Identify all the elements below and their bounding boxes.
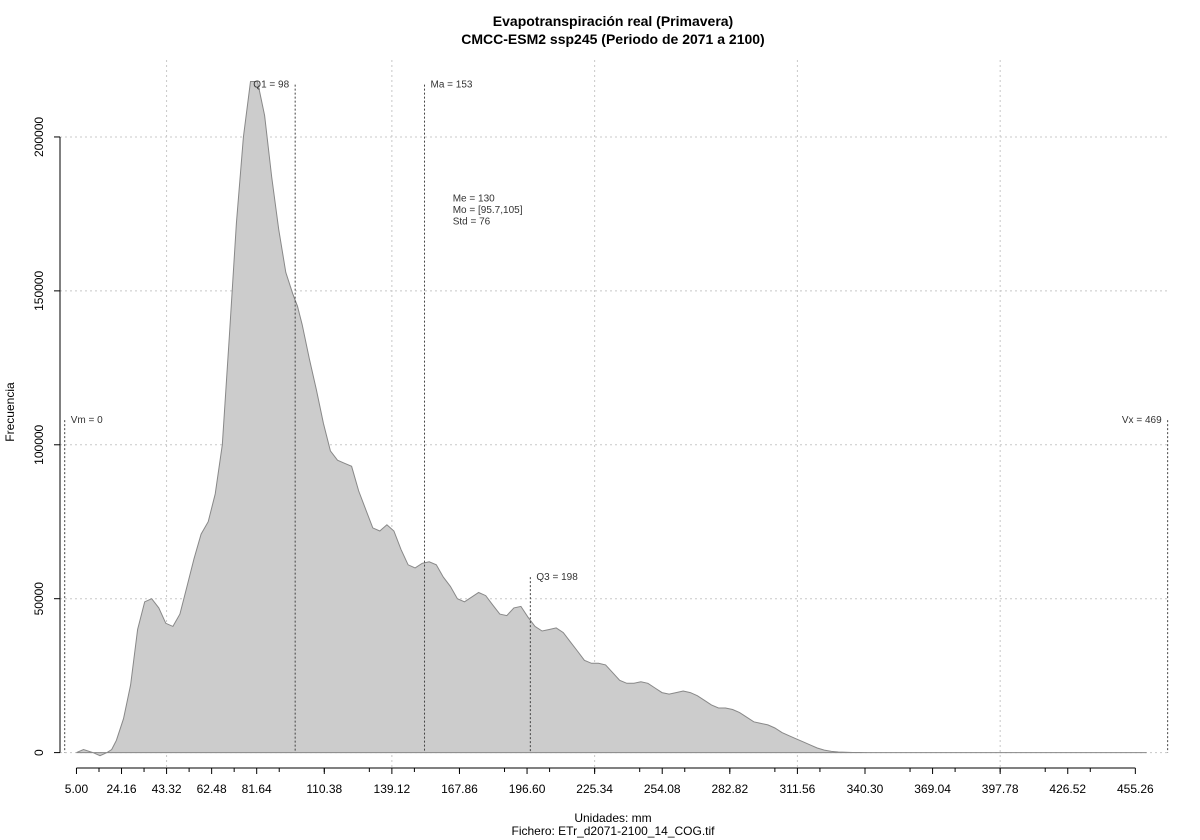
y-tick-label-2: 100000 [32,424,46,464]
file-label: Fichero: ETr_d2071-2100_14_COG.tif [512,824,716,838]
stats-line-2: Std = 76 [453,217,491,228]
stats-line-0: Me = 130 [453,194,495,205]
reference-lines [64,84,1169,753]
x-tick-label-10: 254.08 [644,782,681,796]
x-tick-label-2: 43.32 [152,782,182,796]
x-tick-label-0: 5.00 [65,782,89,796]
reference-label-2: Ma = 153 [431,80,473,91]
chart-subtitle: CMCC-ESM2 ssp245 (Periodo de 2071 a 2100… [461,31,764,47]
stats-line-1: Mo = [95.7,105] [453,205,523,216]
x-tick-label-5: 110.38 [306,782,342,796]
x-tick-label-3: 62.48 [197,782,227,796]
y-tick-label-0: 0 [32,749,46,756]
y-tick-label-4: 200000 [32,117,46,157]
x-tick-label-16: 426.52 [1049,782,1086,796]
y-tick-label-3: 150000 [32,271,46,311]
reference-label-1: Q1 = 98 [253,80,289,91]
x-tick-label-6: 139.12 [374,782,411,796]
y-tick-label-1: 50000 [32,582,46,616]
x-tick-label-14: 369.04 [914,782,951,796]
x-tick-label-7: 167.86 [441,782,478,796]
x-tick-label-1: 24.16 [107,782,137,796]
x-tick-label-8: 196.60 [509,782,546,796]
reference-label-3: Q3 = 198 [536,572,578,583]
x-tick-label-12: 311.56 [779,782,815,796]
chart-title: Evapotranspiración real (Primavera) [493,13,733,29]
annotations: Vm = 0 Q1 = 98 Ma = 153 Q3 = 198 Vx = 469 [71,80,1162,584]
reference-label-4: Vx = 469 [1122,415,1162,426]
stats-annotation: Me = 130 Mo = [95.7,105] Std = 76 [453,194,523,228]
x-tick-label-4: 81.64 [242,782,272,796]
reference-label-0: Vm = 0 [71,415,103,426]
x-tick-label-17: 455.26 [1117,782,1154,796]
x-ticks: 5.00 24.16 43.32 62.48 81.64 110.38 139.12 167.… [65,768,1154,796]
x-tick-label-15: 397.78 [982,782,1019,796]
x-tick-label-9: 225.34 [576,782,613,796]
x-tick-label-13: 340.30 [847,782,884,796]
x-axis-label: Unidades: mm [574,811,651,825]
density-area [76,81,1147,757]
y-ticks: 0 50000 100000 150000 200000 [32,117,60,756]
x-tick-label-11: 282.82 [711,782,748,796]
y-axis-label: Frecuencia [3,382,17,442]
